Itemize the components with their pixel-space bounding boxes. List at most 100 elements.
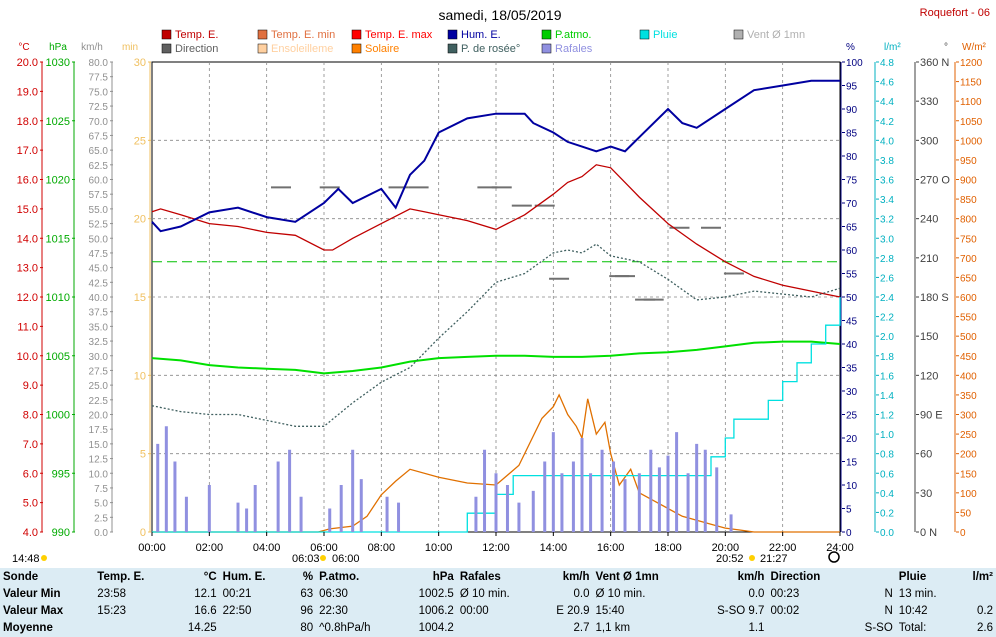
x-tick-label: 18:00 [654,542,682,554]
x-tick-label: 24:00 [826,542,854,554]
tick-label-hum: 55 [846,270,858,281]
tick-label-wind: 55.0 [89,205,109,216]
tick-label-sunmin: 25 [134,135,146,147]
gust-bar [580,438,584,532]
gust-bar [517,502,521,532]
legend-swatch [639,29,650,40]
tick-label-rain: 3.6 [880,176,894,187]
weather-chart: °C 20.0 19.0 18.0 17.0 16.0 15.0 14.0 13.0 12.0 11… [12,7,990,565]
tick-label-solar: 950 [960,156,977,167]
stats-row: Moyenne 14.25 80 ^0.8hPa/h 1004.2 2.7 1,1 km 1.… [0,619,996,636]
legend-swatch [351,29,362,40]
tick-label-wind: 32.5 [89,337,109,348]
legend-label: Pluie [653,29,677,41]
gust-bar [623,479,627,532]
tick-label-temp: 9.0 [23,380,38,392]
tick-label-solar: 100 [960,489,977,500]
tick-label-solar: 500 [960,332,977,343]
tick-label-temp: 13.0 [17,263,38,275]
x-tick-label: 16:00 [597,542,625,554]
legend-swatch [257,43,268,54]
tick-label-dir: 120 [920,370,938,382]
axis-unit-wind: km/h [81,42,103,53]
tick-label-solar: 800 [960,215,977,226]
tick-label-dir: 30 [920,488,932,500]
gust-bar [560,473,564,532]
tick-label-hum: 75 [846,176,858,187]
tick-label-wind: 75.0 [89,87,109,98]
gust-bar [686,473,690,532]
tick-label-wind: 0.0 [94,528,108,539]
tick-label-wind: 47.5 [89,249,109,260]
gust-bar [397,502,401,532]
tick-label-wind: 72.5 [89,102,109,113]
x-tick-label: 04:00 [253,542,281,554]
tick-label-wind: 2.5 [94,513,108,524]
tick-label-wind: 45.0 [89,264,109,275]
gust-bar [666,455,670,532]
gust-bar [715,467,719,532]
tick-label-dir: 90 E [920,410,943,422]
tick-label-temp: 8.0 [23,410,38,422]
gust-bar [236,502,240,532]
tick-label-wind: 22.5 [89,396,109,407]
gust-bar [551,432,555,532]
tick-label-wind: 80.0 [89,58,109,69]
tick-label-press: 1000 [46,410,70,422]
legend-label: Temp. E. min [271,29,335,41]
stats-cell-value: 1004.2 [418,621,454,634]
series-hum-e- [151,79,840,233]
stats-cell-time: ^0.8hPa/h [319,621,371,634]
tick-label-hum: 45 [846,317,858,328]
gust-bar [483,449,487,532]
tick-label-wind: 65.0 [89,146,109,157]
gust-bar [729,514,733,532]
tick-label-hum: 40 [846,340,858,351]
chart-title: samedi, 18/05/2019 [439,7,562,23]
stats-cell-time: 22:50 [222,604,252,617]
tick-label-temp: 12.0 [17,292,38,304]
stats-cell-time: Ø 10 min. [459,587,510,600]
x-tick-label: 22:00 [769,542,797,554]
gust-bar [173,461,177,532]
tick-label-temp: 18.0 [17,116,38,128]
legend-swatch [541,43,552,54]
gust-bar [288,449,292,532]
stats-cell-time: Ø 10 min. [595,587,646,600]
axis-unit-hum: % [846,42,855,53]
tick-label-temp: 7.0 [23,439,38,451]
stats-cell-time: 00:23 [770,587,800,600]
tick-label-rain: 1.6 [880,371,894,382]
stats-row-label: Valeur Min [3,587,61,600]
tick-label-rain: 0.6 [880,469,894,480]
tick-label-rain: 3.8 [880,156,894,167]
x-tick-label: 14:00 [540,542,568,554]
tick-label-press: 1015 [46,233,70,245]
tick-label-wind: 37.5 [89,308,109,319]
stats-header-unit: km/h [562,570,590,583]
legend-swatch [447,43,458,54]
stats-cell-time: 15:40 [595,604,625,617]
sunrise-label: 06:03 [292,553,320,565]
tick-label-temp: 6.0 [23,468,38,480]
tick-label-hum: 0 [846,528,852,539]
tick-label-wind: 70.0 [89,117,109,128]
tick-label-temp: 17.0 [17,145,38,157]
tick-label-rain: 4.0 [880,136,894,147]
stats-header: Pluie [898,570,927,583]
tick-label-solar: 50 [960,508,972,519]
stats-cell-value: 1006.2 [418,604,454,617]
tick-label-dir: 330 [920,96,938,108]
series-p-atmo- [151,340,841,375]
tick-label-rain: 0.0 [880,528,894,539]
gust-bar [299,496,303,532]
tick-label-hum: 100 [846,58,863,69]
tick-label-sunmin: 0 [140,527,146,539]
gust-bar [474,496,478,532]
tick-label-press: 1030 [46,57,70,69]
stats-cell-value: 80 [300,621,314,634]
tick-label-rain: 2.0 [880,332,894,343]
tick-label-press: 1010 [46,292,70,304]
tick-label-wind: 62.5 [89,161,109,172]
